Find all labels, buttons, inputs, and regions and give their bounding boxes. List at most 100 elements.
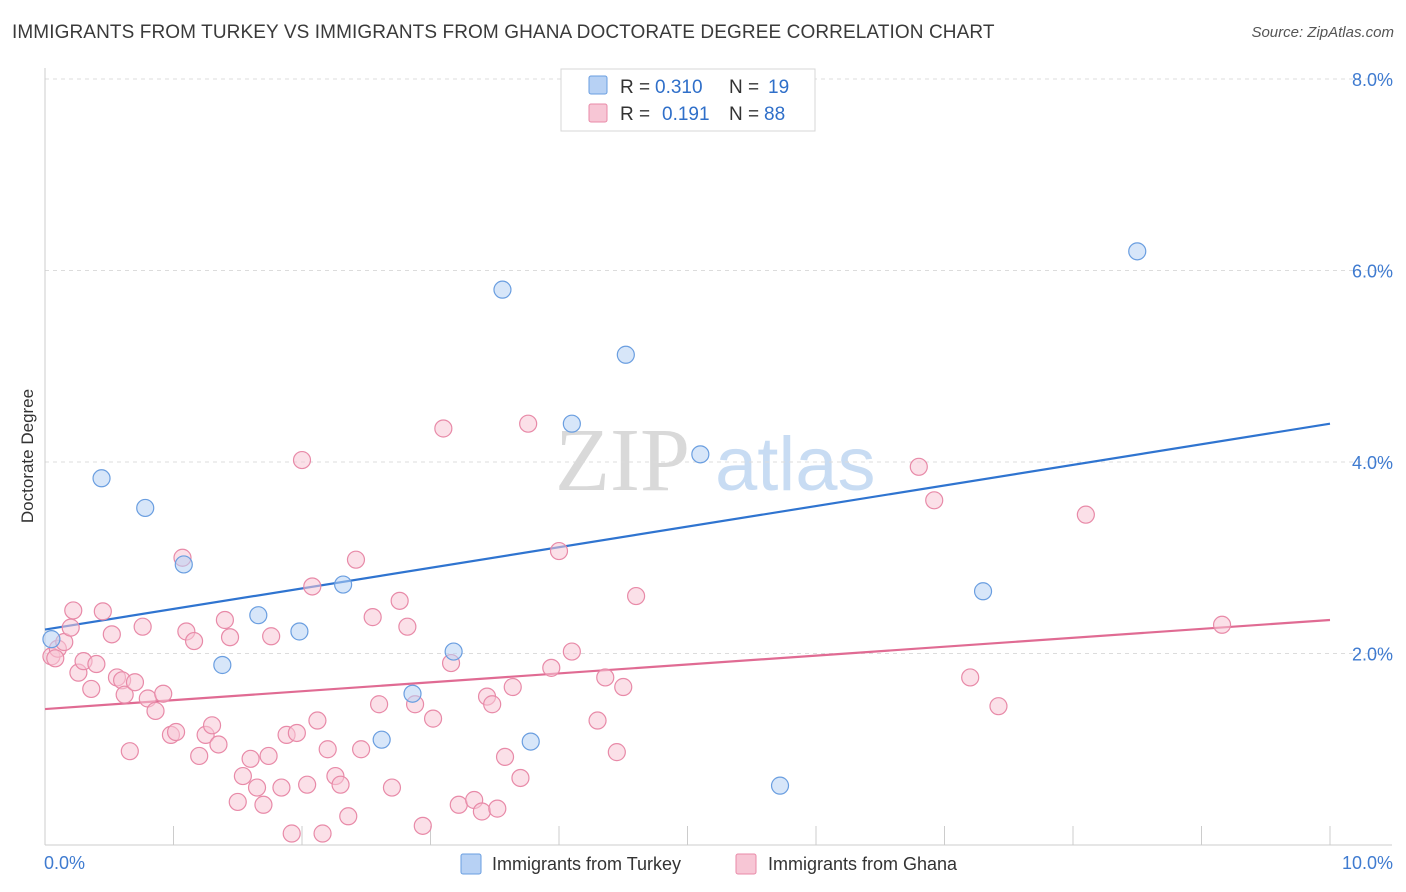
point-ghana [909, 457, 928, 476]
stats-swatch-turkey [588, 75, 608, 95]
point-ghana [259, 746, 278, 766]
x-tick-label: 0.0% [44, 853, 85, 873]
point-ghana [346, 550, 366, 569]
legend-label-turkey: Immigrants from Turkey [492, 854, 681, 874]
point-turkey [444, 642, 463, 661]
point-ghana [166, 722, 186, 742]
point-ghana [989, 697, 1008, 716]
point-ghana [254, 795, 273, 814]
point-ghana [434, 419, 453, 438]
legend-swatch-turkey [460, 853, 482, 875]
point-ghana [247, 778, 267, 797]
point-ghana [308, 711, 327, 730]
chart-title: IMMIGRANTS FROM TURKEY VS IMMIGRANTS FRO… [12, 22, 995, 43]
point-ghana [202, 716, 222, 735]
point-ghana [472, 802, 491, 821]
point-turkey [493, 280, 512, 299]
point-ghana [925, 491, 944, 510]
point-ghana [184, 631, 204, 651]
point-ghana [503, 677, 522, 697]
axis-labels: 2.0% 4.0% 6.0% 8.0% 0.0% 10.0% [44, 70, 1393, 873]
point-ghana [133, 617, 152, 636]
point-ghana [390, 591, 409, 610]
y-axis-title: Doctorate Degree [18, 389, 37, 523]
point-ghana [120, 742, 139, 761]
point-ghana [449, 795, 468, 814]
point-ghana [607, 743, 626, 762]
point-ghana [1076, 505, 1095, 524]
point-ghana [313, 824, 332, 843]
stats-swatch-ghana [588, 103, 608, 123]
point-ghana [215, 610, 234, 630]
point-ghana [64, 601, 83, 620]
point-turkey [691, 445, 710, 464]
point-ghana [562, 642, 581, 661]
stats-n-label-ghana: N = [729, 104, 759, 125]
stats-n-label-turkey: N = [729, 77, 759, 98]
point-ghana [298, 775, 317, 794]
y-tick-label: 6.0% [1352, 262, 1393, 282]
series-legend: Immigrants from Turkey Immigrants from G… [460, 853, 958, 875]
point-ghana [292, 450, 312, 470]
point-turkey [92, 469, 111, 488]
point-ghana [511, 768, 530, 788]
point-ghana [272, 778, 291, 797]
point-ghana [115, 685, 134, 704]
stats-n-value-turkey: 19 [768, 77, 789, 98]
point-ghana [233, 766, 252, 786]
point-ghana [423, 709, 443, 728]
point-ghana [146, 701, 165, 721]
point-ghana [93, 602, 112, 621]
point-turkey [521, 732, 540, 751]
point-ghana [331, 775, 350, 794]
point-ghana [398, 617, 417, 636]
point-turkey [334, 575, 353, 594]
stats-legend: R = 0.310 N = 19 R = 0.191 N = 88 [560, 68, 816, 132]
point-turkey [213, 655, 232, 675]
point-ghana [542, 658, 561, 677]
point-turkey [290, 622, 309, 641]
point-ghana [262, 627, 281, 646]
point-turkey [174, 555, 193, 574]
y-tick-label: 2.0% [1352, 645, 1393, 665]
point-turkey [770, 776, 790, 795]
watermark-atlas: atlas [715, 422, 876, 507]
stats-r-label-ghana: R = [620, 104, 650, 125]
gridlines [45, 78, 1392, 654]
y-tick-label: 4.0% [1352, 453, 1393, 473]
point-ghana [363, 608, 382, 627]
trendline-ghana [44, 618, 1331, 711]
point-ghana [596, 668, 615, 687]
trend-lines [44, 422, 1331, 711]
point-turkey [616, 345, 635, 364]
chart-source: Source: ZipAtlas.com [1251, 24, 1394, 41]
point-ghana [318, 740, 337, 759]
point-ghana [495, 747, 515, 767]
point-turkey [136, 498, 155, 518]
stats-r-label-turkey: R = [620, 77, 650, 98]
point-ghana [287, 723, 306, 743]
point-ghana [282, 824, 301, 843]
point-ghana [483, 695, 502, 714]
point-turkey [42, 630, 61, 649]
point-ghana [87, 654, 106, 674]
point-turkey [249, 606, 268, 625]
point-ghana [488, 799, 507, 818]
point-ghana [82, 679, 101, 699]
stats-n-value-ghana: 88 [764, 104, 785, 125]
point-ghana [220, 628, 240, 647]
stats-r-value-ghana: 0.191 [662, 104, 710, 125]
point-ghana [190, 746, 209, 766]
point-ghana [549, 541, 569, 561]
point-ghana [209, 735, 228, 754]
x-tick-label: 10.0% [1342, 853, 1393, 873]
legend-swatch-ghana [735, 853, 757, 875]
data-points [42, 242, 1232, 843]
point-turkey [973, 582, 993, 601]
y-tick-label: 8.0% [1352, 70, 1393, 90]
axes [44, 68, 1392, 846]
trendline-turkey [44, 422, 1331, 631]
point-ghana [46, 649, 65, 668]
point-ghana [626, 586, 646, 606]
